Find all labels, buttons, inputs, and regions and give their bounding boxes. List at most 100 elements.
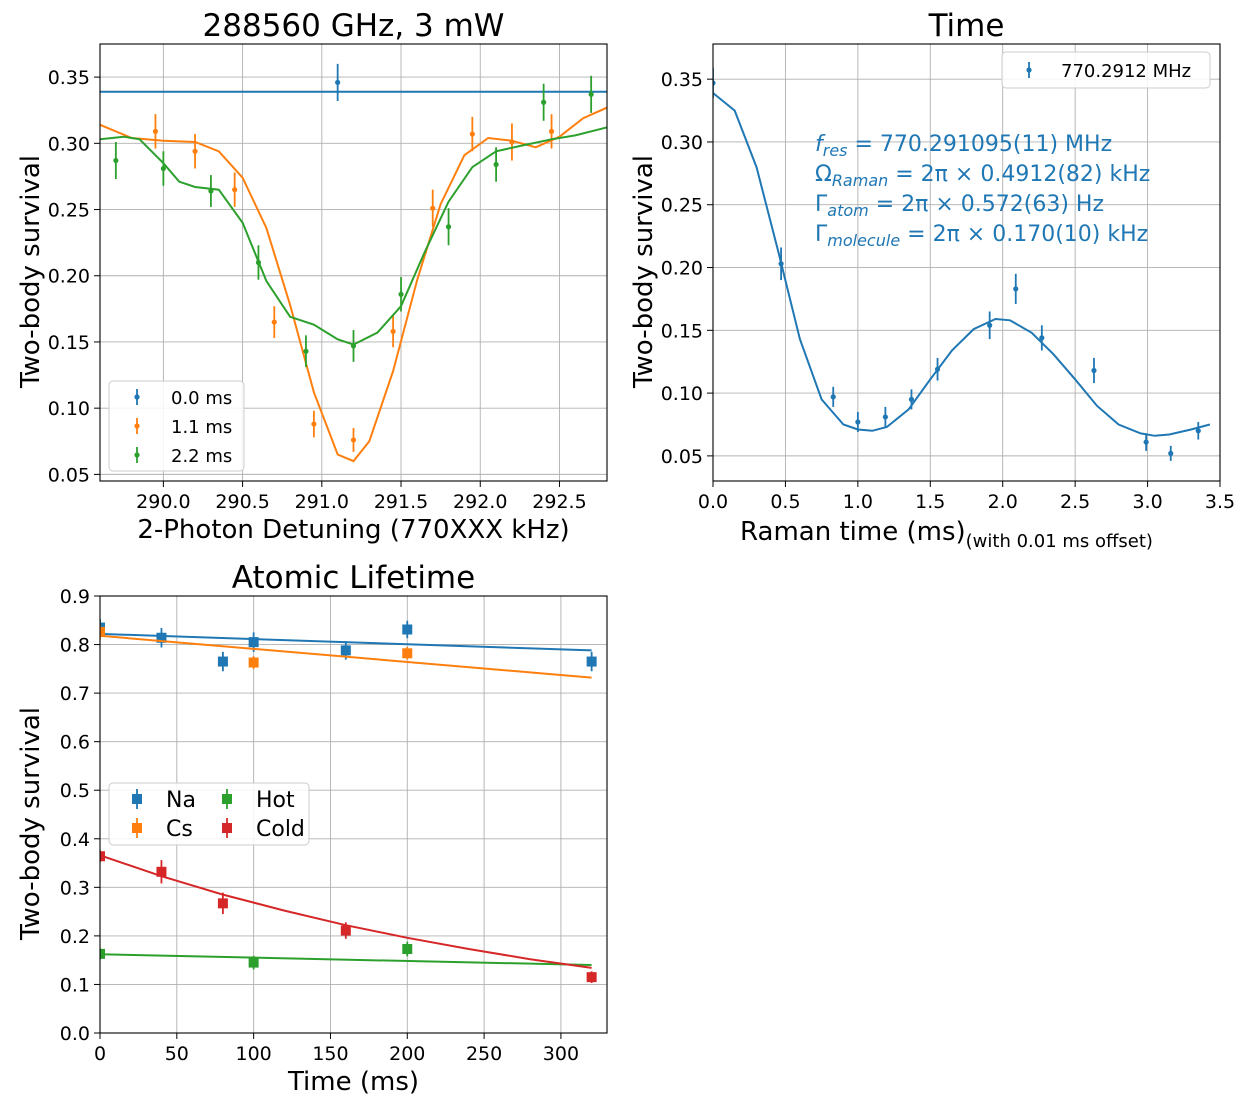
x-tick-label: 292.5 [532, 491, 586, 513]
x-tick-label: 2.5 [1060, 491, 1090, 513]
data-point [208, 188, 214, 194]
y-tick-label: 0.05 [661, 446, 703, 468]
x-tick-label: 291.0 [295, 491, 349, 513]
data-point [493, 161, 499, 168]
fit-curve-cs [100, 634, 592, 679]
x-tick-label: 292.0 [453, 491, 507, 513]
legend-box [108, 380, 245, 472]
data-point [156, 866, 167, 877]
data-point [192, 148, 198, 154]
x-tick-label: 50 [165, 1043, 189, 1065]
x-tick-label: 100 [236, 1043, 272, 1065]
data-point [311, 421, 317, 427]
x-axis-label: Raman time (ms)(with 0.01 ms offset) [740, 517, 1153, 552]
data-point [152, 128, 159, 134]
legend-label: 1.1 ms [171, 417, 232, 438]
data-point [113, 157, 119, 164]
legend-marker [132, 823, 142, 833]
legend-label: Na [166, 788, 196, 813]
x-tick-label: 0.5 [770, 491, 800, 513]
data-point [248, 637, 259, 648]
y-tick-label: 0.10 [661, 383, 703, 405]
legend-marker [222, 823, 232, 833]
legend-label: 2.2 ms [171, 446, 232, 467]
chart-title: Atomic Lifetime [232, 560, 475, 596]
data-point [350, 343, 357, 349]
x-tick-label: 1.0 [843, 491, 873, 513]
y-tick-label: 0.20 [48, 266, 90, 288]
y-tick-label: 0.15 [661, 320, 703, 342]
y-tick-label: 0.20 [661, 258, 703, 280]
axes-frame [99, 43, 608, 482]
y-tick-label: 0.25 [48, 200, 90, 222]
data-point [1168, 450, 1174, 456]
y-tick-label: 0.3 [60, 877, 90, 899]
data-point [402, 624, 413, 635]
param-subscript: molecule [827, 231, 900, 250]
data-point [100, 626, 105, 637]
fit-curve-1.1-ms [100, 106, 607, 463]
x-tick-label: 150 [312, 1043, 348, 1065]
y-axis-label: Two-body survival [16, 707, 46, 941]
data-point [882, 414, 888, 420]
y-tick-label: 0.25 [661, 195, 703, 217]
x-tick-label: 3.0 [1132, 491, 1162, 513]
y-tick-label: 0.5 [60, 780, 90, 802]
data-point [402, 648, 413, 659]
param-symbol: Γ [815, 222, 828, 247]
x-tick-label: 200 [389, 1043, 425, 1065]
fit-parameter-text: Γatom = 2π × 0.572(63) Hz [815, 192, 1104, 220]
y-tick-label: 0.30 [48, 133, 90, 155]
data-point [1195, 428, 1201, 434]
plot-area [713, 44, 1220, 481]
x-tick-label: 0.0 [698, 491, 728, 513]
x-tick-label: 290.0 [136, 491, 190, 513]
legend-label: 0.0 ms [171, 388, 232, 409]
param-symbol: f [815, 132, 826, 157]
param-value: = 2π × 0.170(10) kHz [900, 222, 1148, 247]
data-point [1039, 335, 1045, 341]
param-value: = 2π × 0.4912(82) kHz [888, 162, 1150, 187]
data-point [1143, 439, 1149, 445]
x-tick-label: 2.0 [988, 491, 1018, 513]
data-point [987, 322, 993, 328]
data-point [303, 348, 309, 354]
data-point [586, 972, 597, 983]
data-point [160, 165, 166, 172]
y-axis-label: Two-body survival [16, 155, 46, 389]
fit-curve-2.2-ms [100, 126, 607, 346]
param-symbol: Γ [815, 192, 828, 217]
chart-title: Time [928, 8, 1005, 44]
y-tick-label: 0.7 [60, 683, 90, 705]
x-axis-label-note: (with 0.01 ms offset) [966, 531, 1153, 552]
x-tick-label: 0 [94, 1043, 106, 1065]
y-tick-label: 0.10 [48, 398, 90, 420]
data-point [248, 957, 259, 968]
legend-marker [134, 452, 140, 458]
data-point [340, 925, 351, 936]
data-point [350, 437, 357, 443]
data-point [232, 187, 238, 193]
legend-marker [134, 423, 140, 429]
param-value: = 2π × 0.572(63) Hz [869, 192, 1104, 217]
data-layer [100, 63, 607, 463]
legend-box [1001, 51, 1211, 89]
chart-title: 288560 GHz, 3 mW [203, 8, 505, 44]
fit-curve-770.2912-mhz [713, 92, 1211, 437]
legend-marker [134, 394, 140, 400]
y-tick-label: 0.4 [60, 829, 90, 851]
data-point [778, 261, 784, 267]
data-point [402, 943, 413, 954]
x-tick-label: 250 [466, 1043, 502, 1065]
data-point [255, 259, 262, 266]
data-point [156, 632, 167, 643]
param-subscript: Raman [832, 171, 888, 190]
y-tick-label: 0.2 [60, 926, 90, 948]
data-point [713, 80, 716, 86]
atomic-lifetime-panel: 0 50 100 150 200 250 300 0.0 0.1 0.2 0.3 0.4 0.5 0.6 0… [16, 560, 608, 1097]
data-point [855, 419, 861, 425]
axes-frame [712, 43, 1221, 482]
legend-label: 770.2912 MHz [1061, 61, 1191, 82]
param-subscript: res [823, 141, 848, 160]
data-point [934, 366, 941, 372]
